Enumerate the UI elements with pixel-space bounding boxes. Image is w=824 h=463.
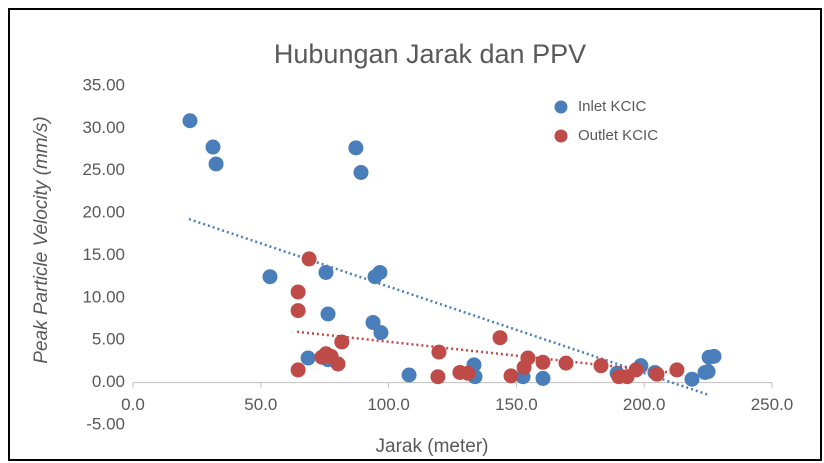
y-tick-label: 5.00 xyxy=(92,330,125,349)
point xyxy=(353,164,369,180)
point xyxy=(348,140,364,156)
point xyxy=(669,362,685,378)
point xyxy=(401,367,417,383)
chart-border xyxy=(8,8,822,461)
point xyxy=(430,369,446,385)
point xyxy=(431,344,447,360)
trendline xyxy=(188,217,711,397)
chart-title: Hubungan Jarak dan PPV xyxy=(274,39,586,69)
y-axis-label: Peak Particle Velocity (mm/s) xyxy=(31,116,52,363)
point xyxy=(520,350,536,366)
point xyxy=(334,334,350,350)
y-tick-label: 0.00 xyxy=(92,372,125,391)
point xyxy=(290,284,306,300)
y-tick-label: 30.00 xyxy=(82,118,125,137)
y-tick-label: -5.00 xyxy=(86,414,125,433)
point xyxy=(301,251,317,267)
point xyxy=(558,355,574,371)
trendline xyxy=(296,330,679,375)
point xyxy=(492,330,508,346)
point xyxy=(205,139,221,155)
point xyxy=(182,113,198,129)
point xyxy=(330,356,346,372)
x-axis-label: Jarak (meter) xyxy=(376,436,489,457)
point xyxy=(372,264,388,280)
legend-marker xyxy=(554,129,568,143)
x-tick-label: 200.0 xyxy=(623,395,666,414)
point xyxy=(503,368,519,384)
point xyxy=(208,156,224,172)
legend-marker xyxy=(554,100,568,114)
point xyxy=(290,362,306,378)
point xyxy=(320,306,336,322)
y-tick-label: 35.00 xyxy=(82,75,125,94)
point xyxy=(535,370,551,386)
legend-label: Outlet KCIC xyxy=(578,127,658,144)
legend-label: Inlet KCIC xyxy=(578,98,647,115)
point xyxy=(300,350,316,366)
point xyxy=(290,303,306,319)
x-tick-label: 250.0 xyxy=(751,395,794,414)
point xyxy=(318,264,334,280)
point xyxy=(684,371,700,387)
y-tick-label: 20.00 xyxy=(82,203,125,222)
x-tick-label: 100.0 xyxy=(367,395,410,414)
point xyxy=(365,314,381,330)
x-tick-label: 0.0 xyxy=(121,395,145,414)
point xyxy=(262,269,278,285)
y-tick-label: 15.00 xyxy=(82,245,125,264)
y-tick-label: 10.00 xyxy=(82,287,125,306)
point xyxy=(706,348,722,364)
x-tick-label: 50.0 xyxy=(244,395,277,414)
point xyxy=(649,366,665,382)
point xyxy=(373,325,389,341)
point xyxy=(700,364,716,380)
x-tick-label: 150.0 xyxy=(495,395,538,414)
point xyxy=(460,365,476,381)
y-tick-label: 25.00 xyxy=(82,160,125,179)
